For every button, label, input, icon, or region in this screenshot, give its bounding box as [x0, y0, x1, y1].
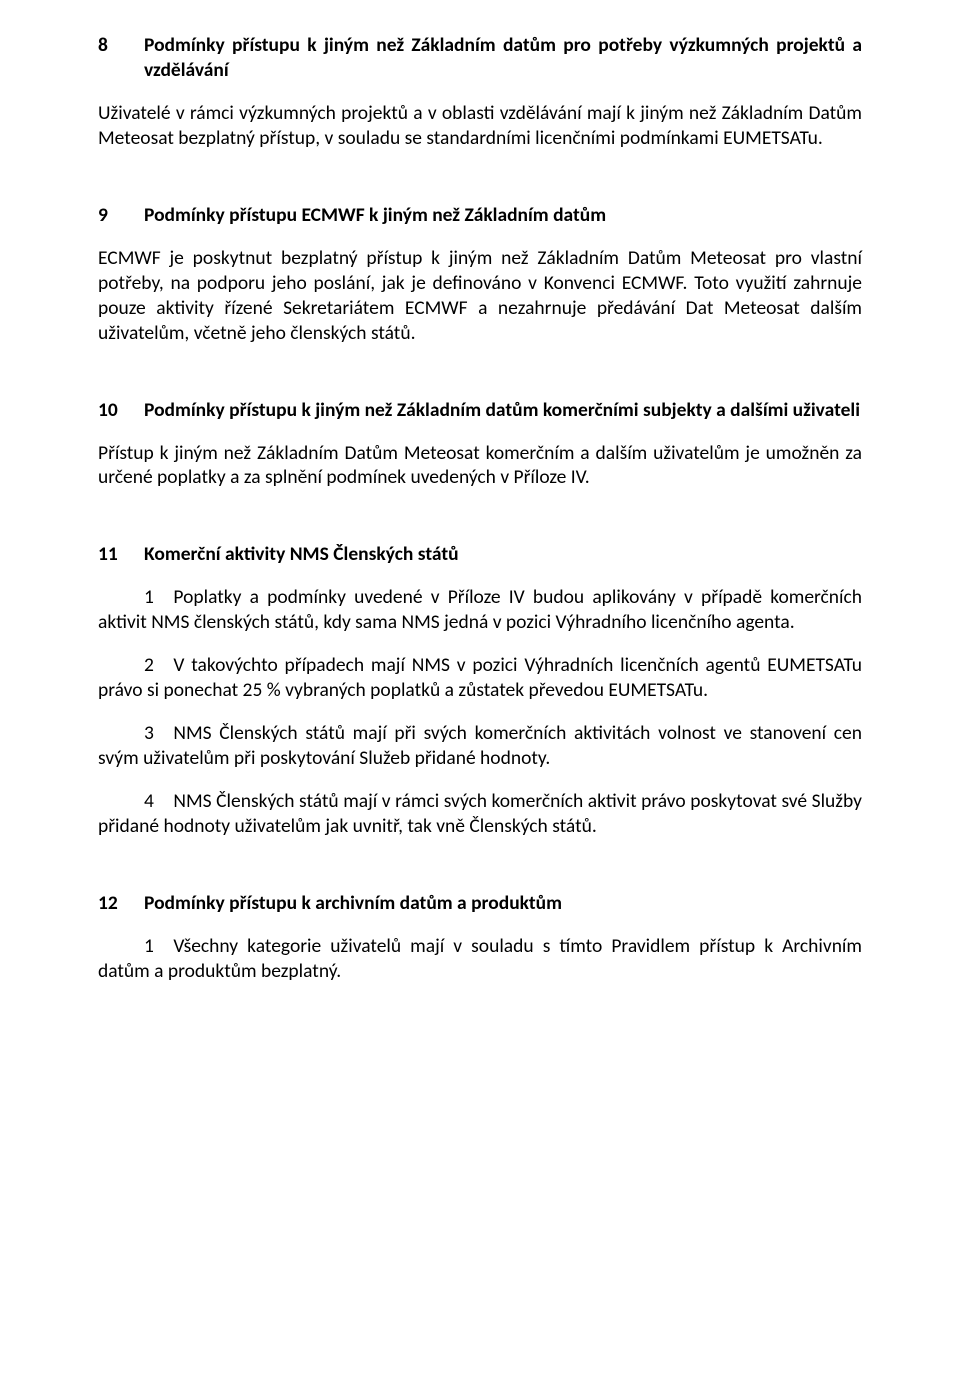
section-heading: 11 Komerční aktivity NMS Členských států	[98, 542, 862, 567]
numbered-subparagraph-4: 4 NMS Členských států mají v rámci svých…	[98, 789, 862, 839]
section-number: 11	[98, 542, 144, 567]
numbered-subparagraph-2: 2 V takovýchto případech mají NMS v pozi…	[98, 653, 862, 703]
section-number: 9	[98, 203, 144, 228]
section-title: Komerční aktivity NMS Členských států	[144, 542, 862, 567]
paragraph: ECMWF je poskytnut bezplatný přístup k j…	[98, 246, 862, 346]
numbered-subparagraph-1: 1 Poplatky a podmínky uvedené v Příloze …	[98, 585, 862, 635]
section-number: 12	[98, 891, 144, 916]
section-8: 8 Podmínky přístupu k jiným než Základní…	[98, 33, 862, 151]
section-9: 9 Podmínky přístupu ECMWF k jiným než Zá…	[98, 203, 862, 346]
document-page: 8 Podmínky přístupu k jiným než Základní…	[0, 0, 960, 1387]
section-heading: 12 Podmínky přístupu k archivním datům a…	[98, 891, 862, 916]
section-title: Podmínky přístupu k jiným než Základním …	[144, 33, 862, 83]
section-10: 10 Podmínky přístupu k jiným než Základn…	[98, 398, 862, 491]
section-title: Podmínky přístupu k archivním datům a pr…	[144, 891, 862, 916]
section-heading: 9 Podmínky přístupu ECMWF k jiným než Zá…	[98, 203, 862, 228]
numbered-subparagraph-1: 1 Všechny kategorie uživatelů mají v sou…	[98, 934, 862, 984]
section-heading: 10 Podmínky přístupu k jiným než Základn…	[98, 398, 862, 423]
section-title: Podmínky přístupu ECMWF k jiným než Zákl…	[144, 203, 862, 228]
section-11: 11 Komerční aktivity NMS Členských států…	[98, 542, 862, 839]
section-number: 10	[98, 398, 144, 423]
section-number: 8	[98, 33, 144, 58]
paragraph: Přístup k jiným než Základním Datům Mete…	[98, 441, 862, 491]
paragraph: Uživatelé v rámci výzkumných projektů a …	[98, 101, 862, 151]
section-12: 12 Podmínky přístupu k archivním datům a…	[98, 891, 862, 984]
numbered-subparagraph-3: 3 NMS Členských států mají při svých kom…	[98, 721, 862, 771]
section-title: Podmínky přístupu k jiným než Základním …	[144, 398, 862, 423]
section-heading: 8 Podmínky přístupu k jiným než Základní…	[98, 33, 862, 83]
